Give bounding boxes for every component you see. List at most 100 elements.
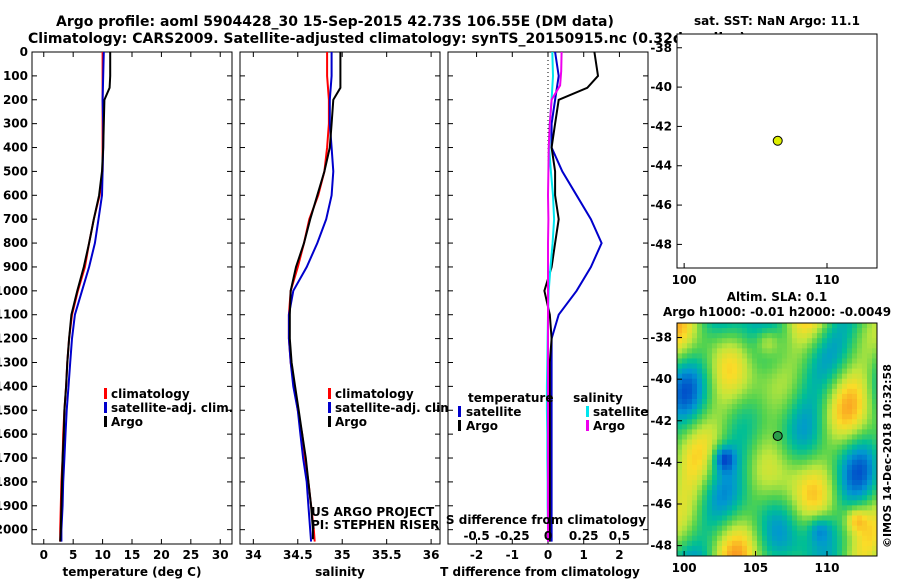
heatmap-cell xyxy=(847,525,853,532)
heatmap-cell xyxy=(777,449,783,456)
heatmap-cell xyxy=(857,368,863,375)
heatmap-cell xyxy=(837,480,843,486)
heatmap-cell xyxy=(692,535,698,542)
heatmap-cell xyxy=(767,373,773,380)
heatmap-cell xyxy=(857,444,863,451)
heatmap-cell xyxy=(787,414,793,420)
heatmap-cell xyxy=(752,383,758,390)
heatmap-cell xyxy=(807,444,813,451)
heatmap-cell xyxy=(737,358,743,364)
heatmap-cell xyxy=(752,495,758,501)
heatmap-cell xyxy=(752,505,758,511)
heatmap-cell xyxy=(682,388,688,395)
heatmap-cell xyxy=(867,439,873,445)
heatmap-cell xyxy=(682,464,688,471)
heatmap-cell xyxy=(702,515,708,521)
heatmap-cell xyxy=(687,398,693,405)
heatmap-cell xyxy=(807,424,813,430)
heatmap-cell xyxy=(852,409,858,415)
heatmap-cell xyxy=(677,535,683,542)
heatmap-cell xyxy=(742,363,748,369)
heatmap-cell xyxy=(832,348,838,354)
x-tick-label: 30 xyxy=(212,548,229,562)
heatmap-cell xyxy=(692,459,698,466)
heatmap-cell xyxy=(857,323,863,329)
x-tick-label: 10 xyxy=(94,548,111,562)
x-axis-label: temperature (deg C) xyxy=(63,565,202,579)
heatmap-cell xyxy=(822,348,828,354)
heatmap-cell xyxy=(807,530,813,537)
legend-label: Argo xyxy=(466,419,498,433)
heatmap-cell xyxy=(692,424,698,430)
y-tick-label: 400 xyxy=(3,141,28,155)
heatmap-cell xyxy=(742,464,748,471)
heatmap-cell xyxy=(682,469,688,476)
heatmap-cell xyxy=(767,434,773,440)
heatmap-cell xyxy=(782,490,788,496)
heatmap-cell xyxy=(737,510,743,516)
heatmap-cell xyxy=(782,520,788,527)
heatmap-cell xyxy=(827,363,833,369)
heatmap-cell xyxy=(802,368,808,375)
heatmap-cell xyxy=(862,373,868,380)
heatmap-cell xyxy=(812,383,818,390)
heatmap-cell xyxy=(742,520,748,527)
heatmap-cell xyxy=(747,454,753,461)
legend-header: salinity xyxy=(573,391,623,405)
heatmap-cell xyxy=(677,373,683,380)
heatmap-cell xyxy=(787,373,793,380)
heatmap-cell xyxy=(702,474,708,481)
heatmap-cell xyxy=(837,464,843,471)
map-frame xyxy=(676,322,878,557)
heatmap-cell xyxy=(677,500,683,506)
heatmap-cell xyxy=(682,444,688,451)
heatmap-cell xyxy=(817,348,823,354)
heatmap-cell xyxy=(792,378,798,385)
heatmap-cell xyxy=(697,424,703,430)
heatmap-cell xyxy=(812,490,818,496)
heatmap-cell xyxy=(747,535,753,542)
heatmap-cell xyxy=(677,378,683,385)
heatmap-cell xyxy=(707,409,713,415)
heatmap-cell xyxy=(772,439,778,445)
heatmap-cell xyxy=(832,409,838,415)
heatmap-cell xyxy=(807,474,813,481)
heatmap-cell xyxy=(802,525,808,532)
heatmap-cell xyxy=(692,505,698,511)
heatmap-cell xyxy=(772,338,778,344)
heatmap-cell xyxy=(762,424,768,430)
heatmap-cell xyxy=(837,500,843,506)
heatmap-cell xyxy=(697,383,703,390)
heatmap-cell xyxy=(767,500,773,506)
heatmap-cell xyxy=(832,383,838,390)
heatmap-cell xyxy=(782,404,788,410)
heatmap-cell xyxy=(812,464,818,471)
heatmap-cell xyxy=(862,419,868,425)
heatmap-cell xyxy=(842,424,848,430)
heatmap-cell xyxy=(857,398,863,405)
heatmap-cell xyxy=(837,495,843,501)
heatmap-cell xyxy=(687,454,693,461)
heatmap-cell xyxy=(812,520,818,527)
heatmap-cell xyxy=(827,444,833,451)
series-line-argo xyxy=(288,52,342,540)
heatmap-cell xyxy=(687,363,693,369)
heatmap-cell xyxy=(712,414,718,420)
heatmap-cell xyxy=(692,550,698,557)
heatmap-cell xyxy=(777,439,783,445)
heatmap-cell xyxy=(797,520,803,527)
heatmap-cell xyxy=(807,449,813,456)
heatmap-cell xyxy=(812,480,818,486)
heatmap-cell xyxy=(817,444,823,451)
heatmap-cell xyxy=(847,459,853,466)
heatmap-cell xyxy=(852,520,858,527)
heatmap-cell xyxy=(792,388,798,395)
heatmap-cell xyxy=(767,343,773,349)
heatmap-cell xyxy=(777,368,783,375)
legend-label: Argo xyxy=(111,415,143,429)
heatmap-cell xyxy=(812,449,818,456)
heatmap-cell xyxy=(702,449,708,456)
heatmap-cell xyxy=(752,378,758,385)
heatmap-cell xyxy=(752,474,758,481)
